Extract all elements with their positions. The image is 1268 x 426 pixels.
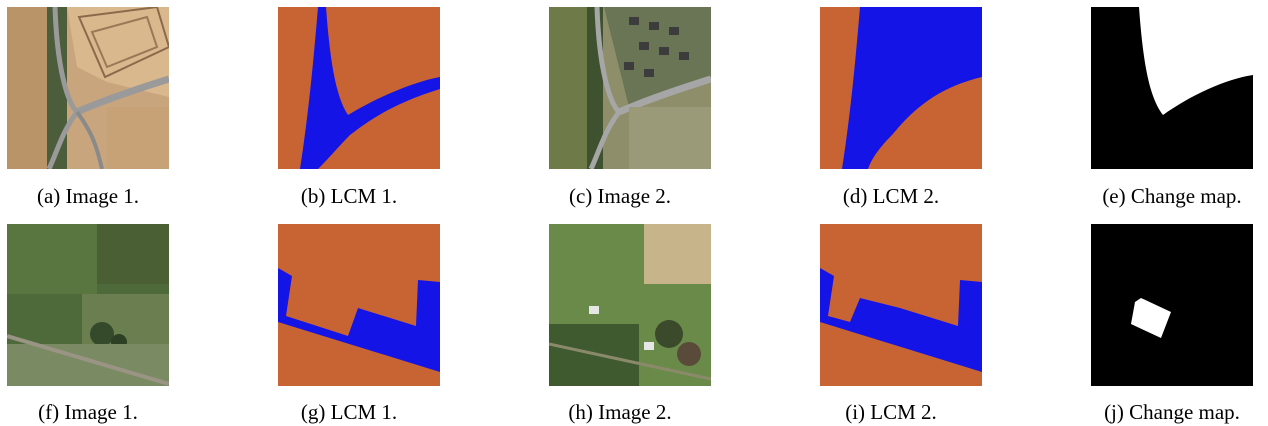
caption-e: (e) Change map. xyxy=(1102,184,1242,208)
caption-f: (f) Image 1. xyxy=(38,400,138,424)
lcm-1-bottom xyxy=(278,224,440,386)
change-map-bottom xyxy=(1091,224,1253,386)
caption-b: (b) LCM 1. xyxy=(300,184,398,208)
caption-i: (i) LCM 2. xyxy=(845,400,937,424)
caption-g: (g) LCM 1. xyxy=(300,400,398,424)
caption-d: (d) LCM 2. xyxy=(842,184,940,208)
caption-j: (j) Change map. xyxy=(1104,400,1240,424)
change-map-top xyxy=(1091,7,1253,169)
lcm-1-top xyxy=(278,7,440,169)
image-1-top xyxy=(7,7,169,169)
image-2-bottom xyxy=(549,224,711,386)
caption-c: (c) Image 2. xyxy=(568,184,672,208)
image-2-top xyxy=(549,7,711,169)
caption-h: (h) Image 2. xyxy=(568,400,672,424)
lcm-2-top xyxy=(820,7,982,169)
image-1-bottom xyxy=(7,224,169,386)
lcm-2-bottom xyxy=(820,224,982,386)
caption-a: (a) Image 1. xyxy=(36,184,140,208)
